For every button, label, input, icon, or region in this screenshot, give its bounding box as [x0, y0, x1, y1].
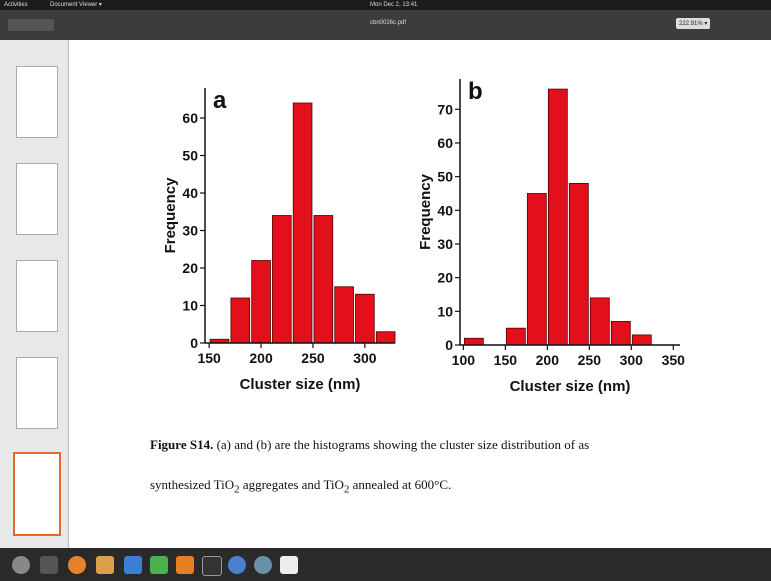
x-axis-label: Cluster size (nm) — [240, 376, 361, 393]
x-tick-label: 300 — [620, 352, 644, 368]
y-tick-label: 60 — [182, 110, 198, 126]
app-icon[interactable] — [96, 556, 114, 574]
y-tick-label: 40 — [182, 185, 198, 201]
bar — [569, 183, 588, 345]
y-tick-label: 20 — [437, 270, 453, 286]
y-tick-label: 30 — [437, 236, 453, 252]
caption-line: Figure S14. (a) and (b) are the histogra… — [150, 425, 710, 465]
bar — [252, 261, 271, 344]
bar — [632, 335, 651, 345]
app-icon[interactable] — [68, 556, 86, 574]
x-axis-label: Cluster size (nm) — [510, 378, 631, 395]
y-tick-label: 20 — [182, 260, 198, 276]
thumbnail[interactable] — [16, 357, 58, 429]
caption-text: aggregates and TiO — [240, 477, 344, 492]
bar — [527, 193, 546, 345]
y-tick-label: 50 — [182, 148, 198, 164]
bar — [231, 298, 250, 343]
caption-label: Figure S14. — [150, 437, 213, 452]
thumbnail[interactable] — [16, 163, 58, 235]
bar — [272, 216, 291, 344]
app-icon[interactable] — [124, 556, 142, 574]
caption-text: annealed at 600°C. — [349, 477, 451, 492]
bar — [356, 294, 375, 343]
app-icon[interactable] — [254, 556, 272, 574]
bar — [506, 328, 525, 345]
x-tick-label: 150 — [494, 352, 518, 368]
app-icon[interactable] — [150, 556, 168, 574]
bar — [590, 298, 609, 345]
x-tick-label: 300 — [353, 350, 377, 366]
bar — [293, 103, 312, 343]
page-field[interactable] — [8, 19, 54, 31]
zoom[interactable]: 222.91% ▾ — [676, 18, 710, 29]
app-icon[interactable] — [228, 556, 246, 574]
clock[interactable]: Mon Dec 2, 13:41 — [370, 0, 417, 10]
y-tick-label: 50 — [437, 169, 453, 185]
x-tick-label: 200 — [536, 352, 560, 368]
thumbnail[interactable] — [16, 260, 58, 332]
top-bar: Activities Document Viewer ▾ Mon Dec 2, … — [0, 0, 771, 10]
app-icon[interactable] — [12, 556, 30, 574]
y-axis-label: Frequency — [417, 173, 434, 250]
filename: cbn0026c.pdf — [370, 20, 406, 26]
bar — [464, 338, 483, 345]
y-tick-label: 70 — [437, 101, 453, 117]
caption-text: synthesized TiO — [150, 477, 234, 492]
bar — [611, 321, 630, 345]
caption: Figure S14. (a) and (b) are the histogra… — [150, 425, 710, 510]
y-tick-label: 60 — [437, 135, 453, 151]
app-icon[interactable] — [176, 556, 194, 574]
x-tick-label: 250 — [578, 352, 602, 368]
x-tick-label: 100 — [452, 352, 476, 368]
y-tick-label: 10 — [182, 298, 198, 314]
x-tick-label: 350 — [662, 352, 686, 368]
caption-text: (a) and (b) are the histograms showing t… — [217, 437, 590, 452]
bar — [548, 89, 567, 345]
app-icon[interactable] — [40, 556, 58, 574]
y-axis-label: Frequency — [162, 177, 179, 254]
taskbar — [0, 548, 771, 581]
x-tick-label: 250 — [301, 350, 325, 366]
thumbnail[interactable] — [16, 66, 58, 138]
activities[interactable]: Activities — [4, 0, 28, 10]
screen: Activities Document Viewer ▾ Mon Dec 2, … — [0, 0, 771, 581]
y-tick-label: 40 — [437, 202, 453, 218]
sidebar — [0, 40, 69, 548]
bar — [314, 216, 333, 344]
bar — [376, 332, 395, 343]
app-icon[interactable] — [202, 556, 222, 576]
y-tick-label: 0 — [190, 335, 198, 351]
app-menu[interactable]: Document Viewer ▾ — [50, 0, 102, 10]
y-tick-label: 0 — [445, 337, 453, 353]
bar — [335, 287, 354, 343]
toolbar: cbn0026c.pdf 222.91% ▾ — [0, 10, 771, 40]
panel-label: b — [468, 78, 483, 105]
y-tick-label: 30 — [182, 223, 198, 239]
x-tick-label: 150 — [197, 350, 221, 366]
x-tick-label: 200 — [249, 350, 273, 366]
y-tick-label: 10 — [437, 303, 453, 319]
panel-label: a — [213, 87, 227, 114]
app-icon[interactable] — [280, 556, 298, 574]
thumbnail-selected[interactable] — [13, 452, 61, 536]
caption-line: synthesized TiO2 aggregates and TiO2 ann… — [150, 465, 710, 510]
